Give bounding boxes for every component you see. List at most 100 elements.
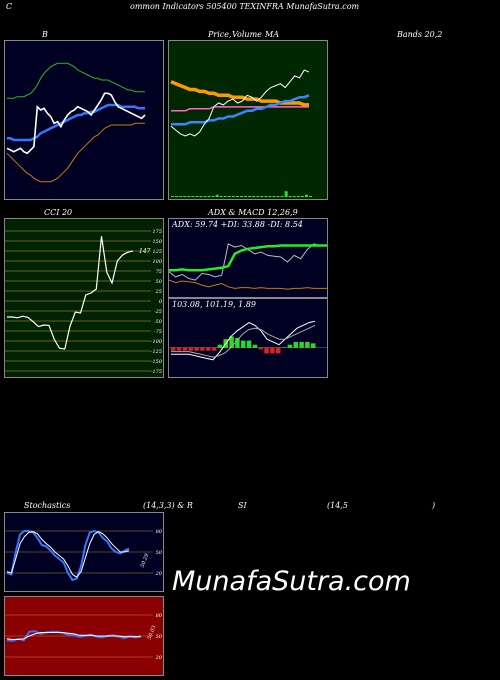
cci-tick-label: 150 — [152, 239, 162, 245]
stoch-k-line — [6, 529, 130, 582]
macd-histogram-bar — [246, 340, 252, 348]
volume-bar — [207, 196, 211, 197]
macd-histogram-bar — [264, 347, 269, 354]
macd-chart — [169, 320, 327, 361]
volume-bar — [215, 194, 219, 197]
stoch-tick-label: 50 — [156, 550, 163, 556]
cci-tick-label: 75 — [156, 269, 162, 275]
bollinger-middle-line — [7, 103, 145, 142]
macd-histogram-bar — [258, 347, 263, 350]
volume-bar — [187, 196, 191, 197]
adx-values: ADX: 59.74 +DI: 33.88 -DI: 8.54 — [172, 220, 303, 229]
stochastics-panel: 80 50 20 50.29 — [4, 512, 164, 592]
volume-bar — [175, 196, 179, 197]
bollinger-panel — [4, 40, 164, 200]
volume-bar — [211, 196, 215, 197]
label-price: Price, — [208, 30, 232, 39]
volume-bar — [235, 196, 239, 197]
macd-histogram-bar — [194, 347, 199, 351]
volume-bar — [288, 196, 292, 197]
macd-signal-line — [171, 324, 316, 358]
volume-bar — [191, 196, 195, 197]
cci-tick-label: -75 — [154, 329, 162, 335]
macd-histogram-bar — [252, 344, 258, 348]
bollinger-upper-line — [7, 62, 145, 99]
bollinger-chart — [6, 62, 146, 183]
price-ma-chart — [170, 69, 312, 197]
macd-histogram-bar — [171, 347, 176, 351]
volume-bar — [292, 196, 296, 197]
macd-histogram-bar — [311, 343, 316, 348]
bollinger-price-line — [6, 92, 146, 155]
label-volume: Volume — [232, 30, 262, 39]
volume-bar — [240, 196, 243, 197]
macd-histogram-bar — [182, 347, 188, 351]
macd-histogram-bar — [176, 347, 182, 351]
volume-bar — [260, 196, 264, 197]
macd-histogram-bar — [217, 344, 223, 348]
price-ma-panel — [168, 40, 328, 200]
cci-tick-label: 50 — [156, 279, 163, 285]
label-bands: Bands 20,2 — [397, 30, 443, 39]
cci-tick-label: 100 — [152, 259, 162, 265]
cci-tick-label: -50 — [154, 319, 163, 325]
cci-tick-label: -150 — [151, 359, 163, 365]
volume-bar — [171, 196, 174, 197]
cci-tick-label: 0 — [159, 299, 163, 305]
volume-bar — [195, 196, 199, 197]
stochastics-chart: 80 50 20 50.29 — [5, 529, 163, 582]
macd-values: 103.08, 101.19, 1.89 — [172, 300, 256, 309]
volume-bar — [231, 196, 235, 197]
macd-histogram-bar — [305, 341, 310, 348]
label-ma: MA — [265, 30, 279, 39]
macd-histogram-bar — [241, 340, 246, 348]
volume-bar — [296, 196, 300, 197]
label-stoch-params: (14,3,3) & R — [143, 501, 193, 510]
macd-macd-line — [171, 320, 316, 361]
volume-bar — [219, 196, 223, 197]
cci-line — [7, 236, 134, 350]
cci-last-label: 147 — [139, 248, 151, 255]
cci-tick-label: 25 — [155, 289, 162, 295]
cci-tick-label: 175 — [152, 229, 162, 235]
label-si: SI — [238, 501, 247, 510]
volume-bar — [276, 196, 280, 197]
rsi-tick-label: 20 — [155, 655, 163, 661]
macd-histogram-bar — [287, 344, 293, 348]
header-c: C — [6, 2, 13, 11]
cci-tick-label: -25 — [154, 309, 162, 315]
rsi-rsi-line — [6, 630, 142, 642]
stoch-tick-label: 80 — [156, 529, 163, 535]
volume-bar — [227, 196, 231, 197]
label-b: B — [42, 30, 48, 39]
price-ma-price-line — [170, 69, 310, 137]
bollinger-lower-line — [6, 122, 145, 183]
cci-tick-label: -100 — [151, 339, 163, 345]
rsi-last-label: 50.03 — [147, 625, 158, 641]
volume-bar — [248, 196, 252, 197]
volume-bar — [272, 196, 276, 197]
stoch-last-label: 50.29 — [140, 552, 151, 568]
cci-tick-label: -125 — [151, 349, 162, 355]
price-ma-ma_long-line — [170, 80, 309, 107]
volume-bar — [183, 196, 187, 197]
rsi-chart: 80 50 20 50.03 — [5, 613, 163, 661]
label-rsi-params: (14,5 — [327, 501, 348, 510]
macd-histogram-bar — [188, 347, 193, 351]
volume-bar — [203, 196, 207, 197]
cci-chart: 175 150 125 100 75 50 25 0 -25 -50 -75 -100 -125 -150… — [5, 229, 163, 375]
volume-bar — [252, 196, 256, 197]
macd-histogram-bar — [235, 337, 240, 348]
adx-minus_di-line — [169, 279, 327, 290]
adx-panel: ADX: 59.74 +DI: 33.88 -DI: 8.54 — [168, 218, 328, 298]
volume-bar — [300, 196, 304, 197]
macd-histogram-bar — [293, 341, 298, 348]
volume-bar — [284, 191, 288, 197]
stoch-d-line — [6, 531, 130, 578]
adx-adx-line — [169, 244, 327, 272]
stoch-tick-label: 20 — [155, 571, 163, 577]
macd-histogram-bar — [229, 336, 234, 348]
label-close-paren: ) — [432, 501, 436, 510]
macd-histogram-bar — [299, 341, 304, 348]
volume-bar — [304, 194, 308, 197]
